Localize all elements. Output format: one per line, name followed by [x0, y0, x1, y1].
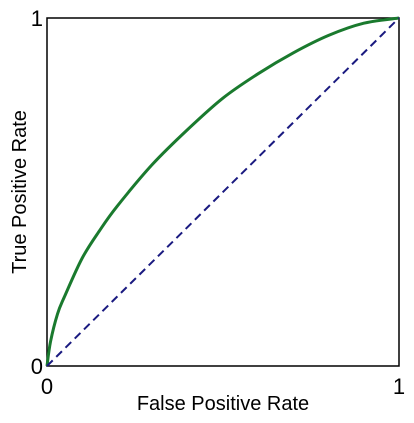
- x-tick-label-0: 0: [41, 374, 53, 399]
- y-axis-title: True Positive Rate: [9, 110, 31, 274]
- x-axis-title: False Positive Rate: [137, 393, 309, 415]
- x-tick-label-1: 1: [393, 374, 405, 399]
- diagonal-reference-line: [46, 17, 400, 367]
- series-layer: [45, 16, 400, 367]
- roc-curve-line: [45, 16, 400, 367]
- plot-frame: [46, 17, 400, 367]
- y-tick-label-1: 1: [31, 6, 43, 31]
- y-tick-label-0: 0: [31, 354, 43, 379]
